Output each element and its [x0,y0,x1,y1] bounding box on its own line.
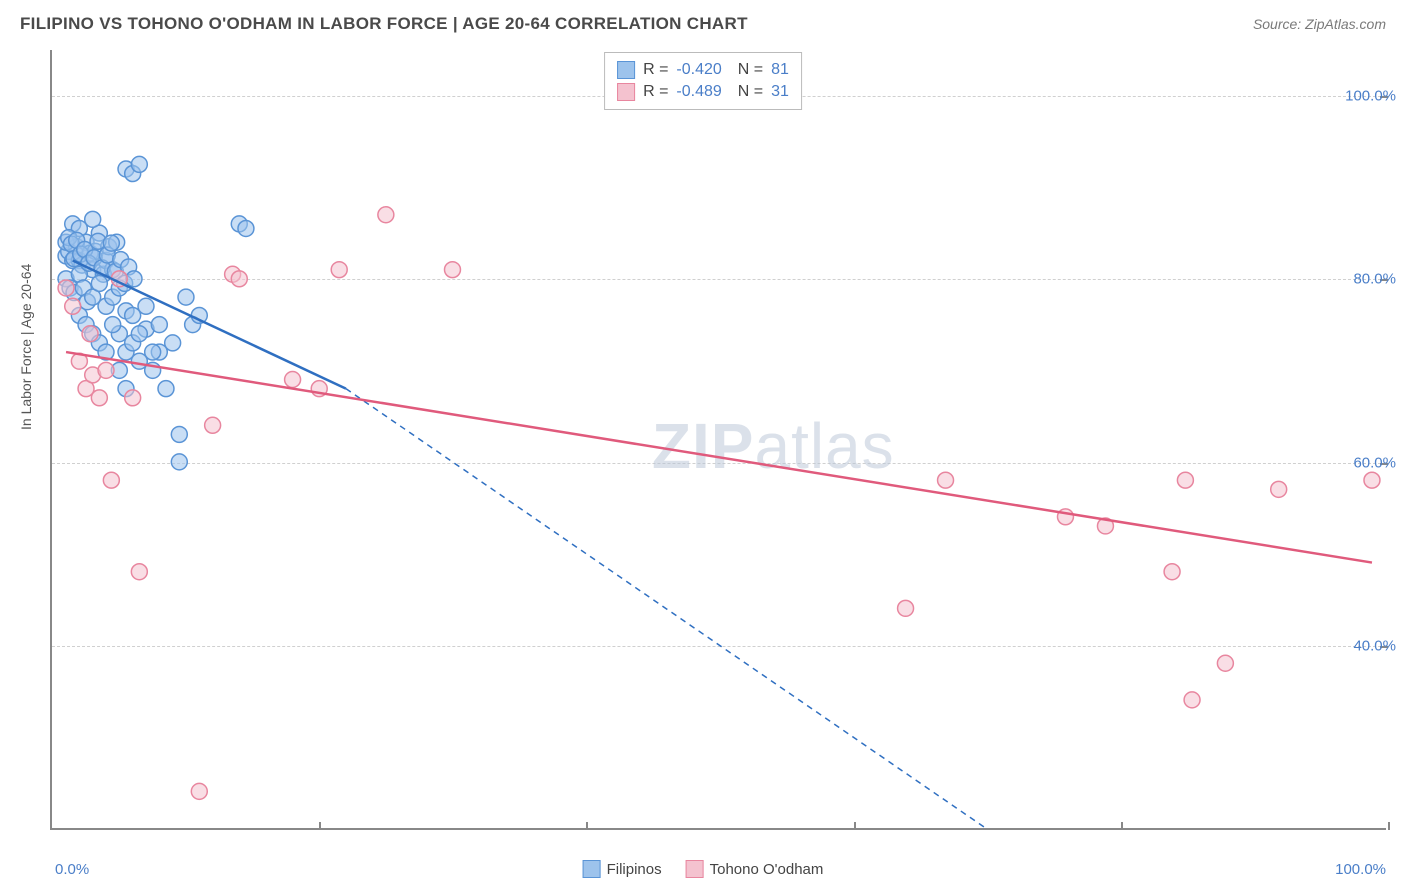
legend-row-filipinos: R = -0.420 N = 81 [617,59,789,81]
swatch-tohono-icon [686,860,704,878]
legend-row-tohono: R = -0.489 N = 31 [617,81,789,103]
correlation-legend: R = -0.420 N = 81 R = -0.489 N = 31 [604,52,802,110]
chart-title: FILIPINO VS TOHONO O'ODHAM IN LABOR FORC… [20,14,748,34]
x-axis-label-min: 0.0% [55,861,89,878]
y-axis-title: In Labor Force | Age 20-64 [18,264,34,430]
source-attribution: Source: ZipAtlas.com [1253,16,1386,32]
series-legend: Filipinos Tohono O'odham [583,860,824,878]
legend-item-tohono: Tohono O'odham [686,860,824,878]
x-axis-label-max: 100.0% [1335,861,1386,878]
legend-item-filipinos: Filipinos [583,860,662,878]
scatter-plot-svg [52,50,1386,828]
chart-plot-area [50,50,1386,830]
swatch-filipinos-icon [583,860,601,878]
chart-header: FILIPINO VS TOHONO O'ODHAM IN LABOR FORC… [0,0,1406,40]
x-tick [1388,822,1390,830]
swatch-filipinos [617,61,635,79]
swatch-tohono [617,83,635,101]
